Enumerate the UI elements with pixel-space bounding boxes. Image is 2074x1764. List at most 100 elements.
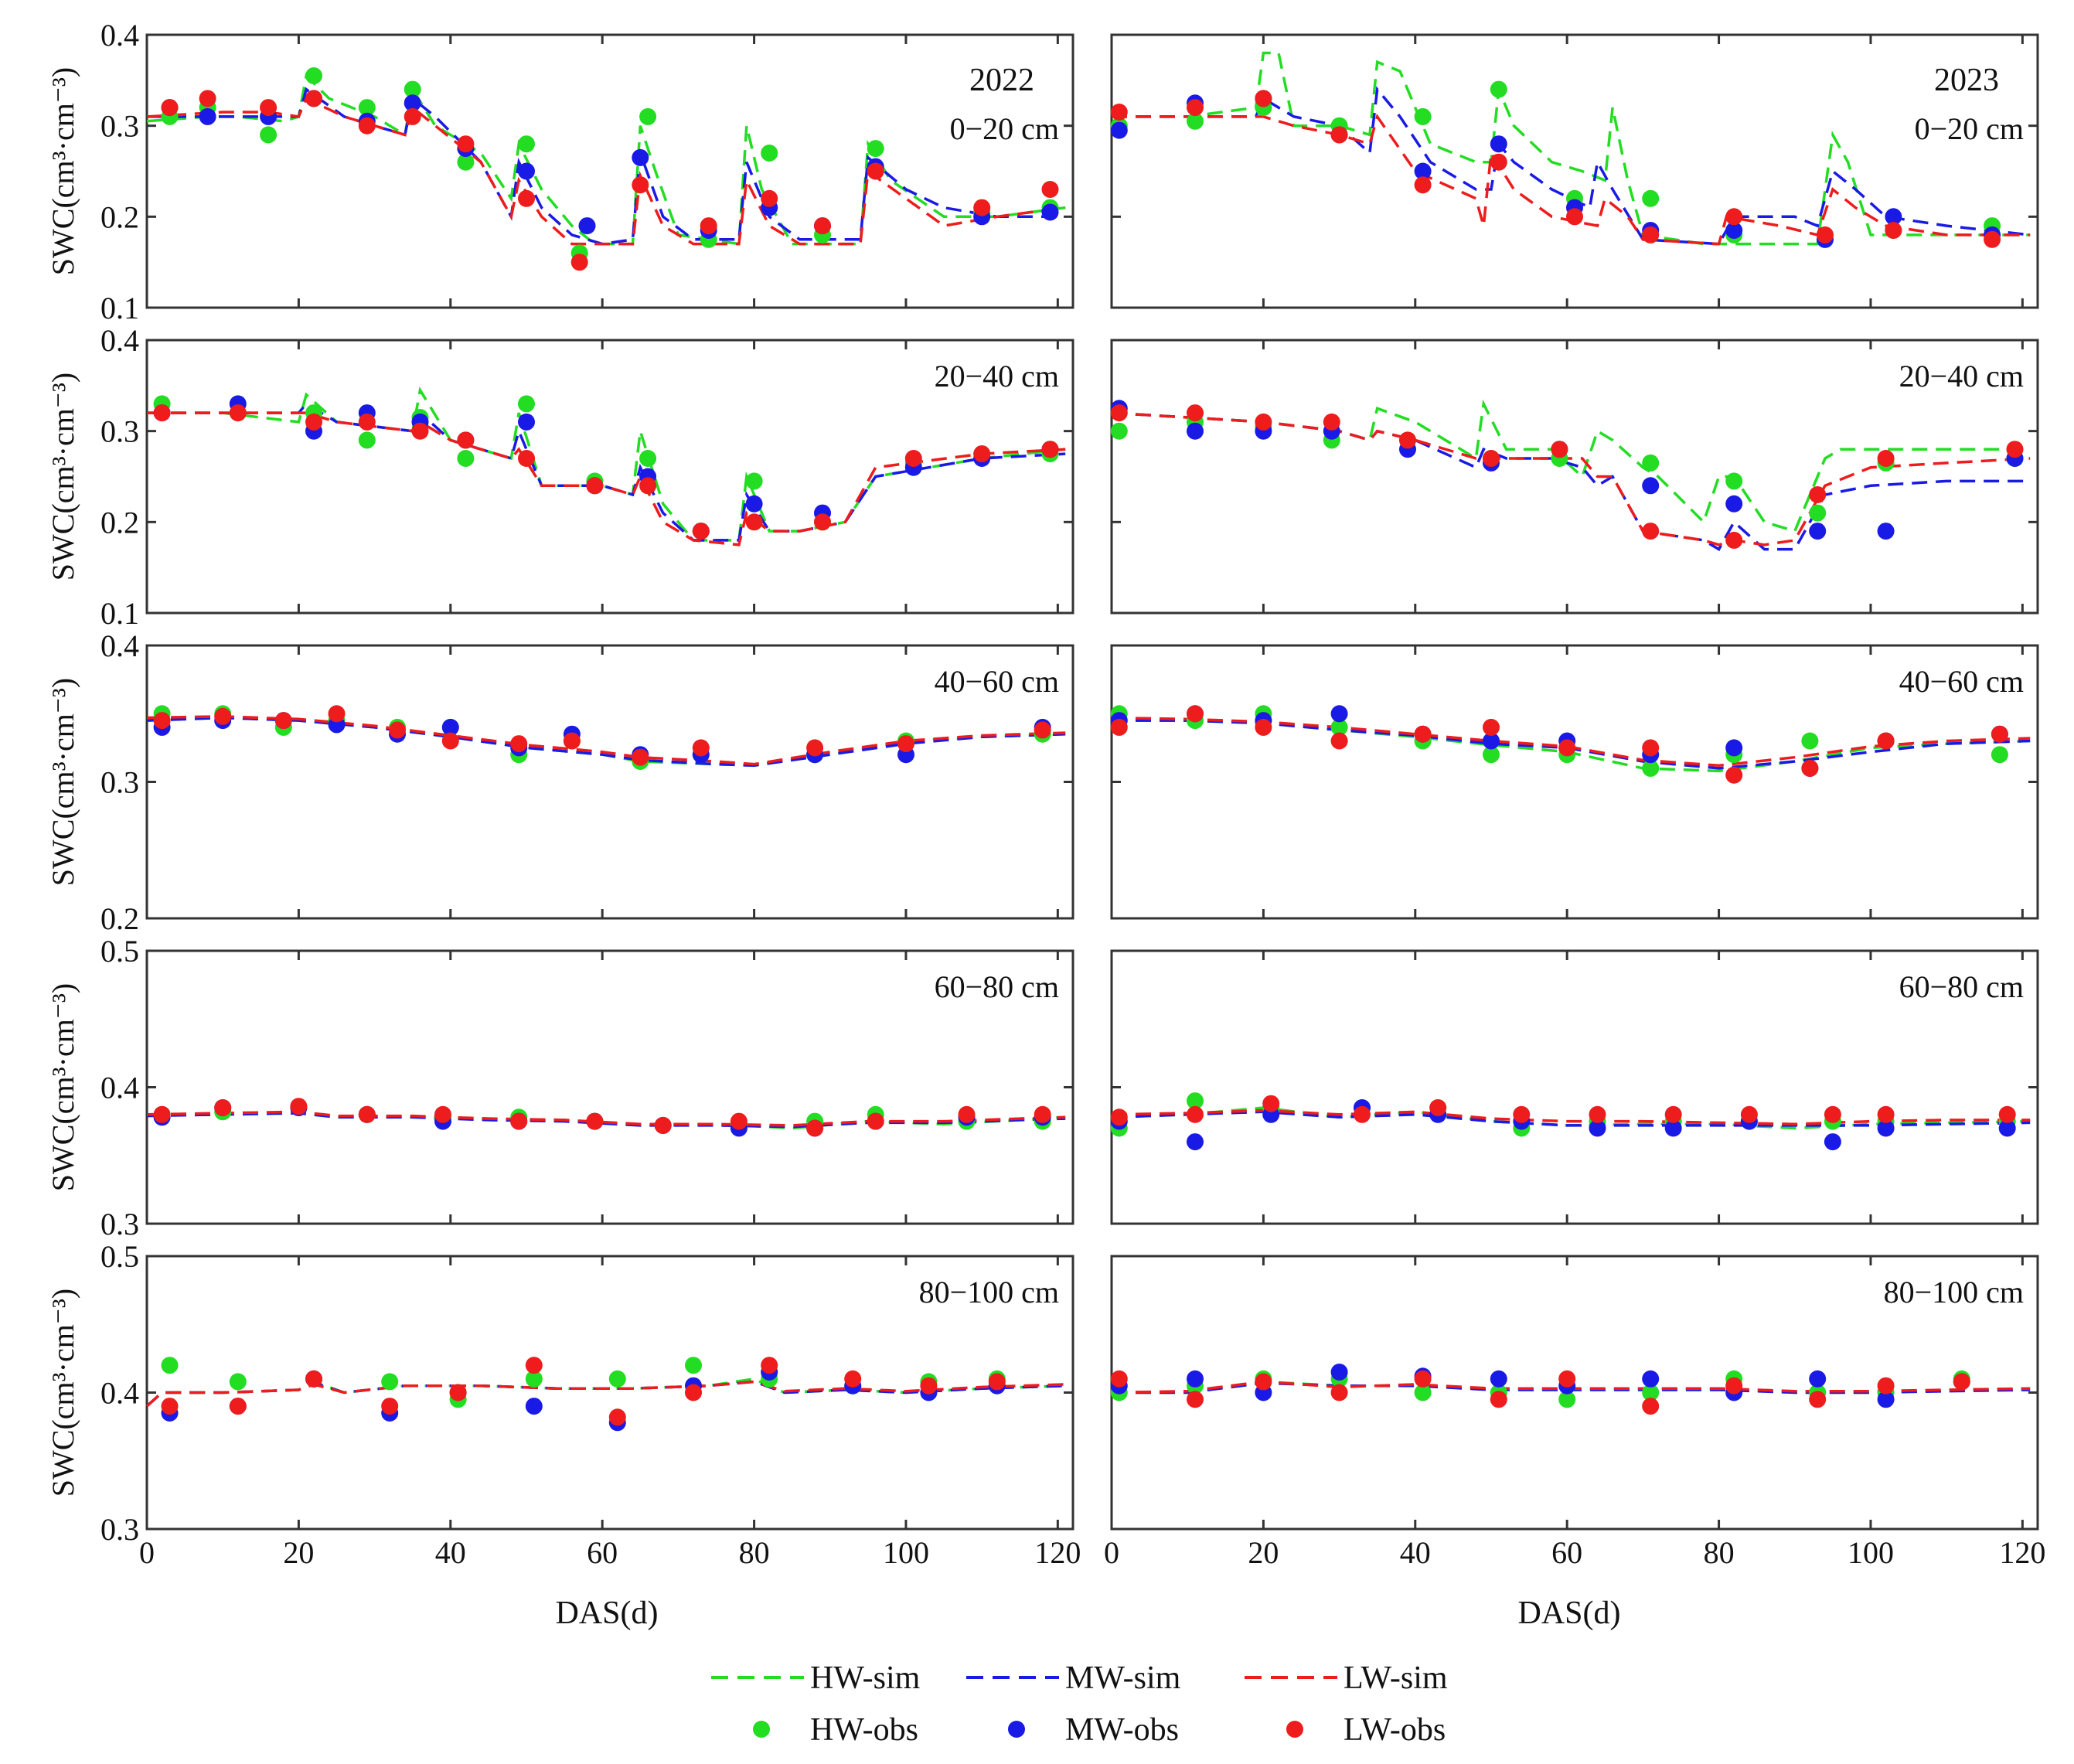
lw-obs-point xyxy=(632,748,649,766)
lw-obs-point xyxy=(358,413,376,431)
legend-mw-obs-marker xyxy=(1008,1721,1025,1738)
panel-2022-row-3: 0.2 0.3 0.4 40−60 cm SWC(cm³·cm⁻³) xyxy=(46,628,1074,936)
y-tick-label: 0.5 xyxy=(100,1239,139,1274)
hw-obs-point xyxy=(608,1370,626,1388)
lw-obs-point xyxy=(730,1112,748,1130)
hw-obs-point xyxy=(1414,107,1432,125)
mw-obs-point xyxy=(1725,222,1743,239)
hw-obs-point xyxy=(161,1357,179,1374)
mw-obs-point xyxy=(1877,1119,1895,1137)
y-axis-label: SWC(cm³·cm⁻³) xyxy=(46,67,80,275)
hw-obs-point xyxy=(518,135,535,153)
hw-obs-point xyxy=(1991,746,2008,764)
lw-obs-point xyxy=(1664,1105,1682,1123)
lw-obs-point xyxy=(973,445,991,463)
hw-obs-point xyxy=(229,1373,247,1391)
lw-obs-point xyxy=(358,117,376,135)
lw-obs-point xyxy=(434,1105,451,1123)
lw-obs-point xyxy=(305,1370,322,1388)
lw-obs-point xyxy=(1877,732,1895,750)
lw-obs-point xyxy=(867,1112,884,1130)
hw-obs-point xyxy=(457,153,475,171)
hw-obs-point xyxy=(1809,504,1827,522)
y-tick-label: 0.3 xyxy=(100,1207,139,1241)
panel-2023-row-3: 40−60 cm xyxy=(1110,644,2039,920)
x-tick-label: 100 xyxy=(883,1535,929,1570)
hw-obs-point xyxy=(745,472,763,490)
lw-obs-point xyxy=(745,513,763,531)
mw-obs-point xyxy=(1885,208,1902,226)
lw-obs-point xyxy=(305,413,322,431)
lw-obs-point xyxy=(1551,441,1568,458)
hw-obs-point xyxy=(1490,80,1507,98)
hw-obs-point xyxy=(358,99,376,117)
legend-mw-sim-label: MW-sim xyxy=(1065,1660,1181,1696)
lw-obs-point xyxy=(692,523,710,540)
hw-obs-point xyxy=(761,145,778,162)
lw-obs-point xyxy=(814,513,831,531)
mw-sim-line xyxy=(147,402,1066,542)
lw-obs-point xyxy=(449,1384,467,1401)
panel-2022-row-1: 0.1 0.2 0.3 0.4 0−20 cm 2022 SWC(cm³·cm⁻³) xyxy=(46,18,1074,325)
hw-obs-point xyxy=(457,450,475,467)
lw-obs-point xyxy=(1187,99,1204,117)
lw-obs-point xyxy=(1255,90,1272,107)
panel-frame xyxy=(145,339,1074,615)
lw-obs-point xyxy=(153,404,171,422)
hw-obs-point xyxy=(404,80,421,98)
lw-obs-point xyxy=(1725,208,1743,226)
y-tick-label: 0.2 xyxy=(100,901,139,936)
x-tick-label: 20 xyxy=(1248,1535,1279,1570)
depth-label: 80−100 cm xyxy=(919,1275,1059,1309)
lw-obs-point xyxy=(1429,1099,1447,1116)
panel-frame xyxy=(145,33,1074,309)
lw-obs-point xyxy=(328,705,346,723)
lw-obs-point xyxy=(1877,1377,1895,1395)
lw-obs-point xyxy=(260,99,278,117)
hw-obs-point xyxy=(1642,454,1660,472)
hw-obs-point xyxy=(260,126,278,144)
lw-obs-point xyxy=(1414,176,1432,194)
hw-obs-point xyxy=(358,431,376,449)
panel-2023-row-1: 0−20 cm 2023 xyxy=(1110,33,2039,309)
lw-obs-point xyxy=(1725,531,1743,549)
mw-sim-line xyxy=(147,87,1066,246)
lw-obs-point xyxy=(161,1398,179,1415)
lw-obs-point xyxy=(1740,1105,1758,1123)
hw-sim-line xyxy=(147,386,1066,542)
mw-obs-point xyxy=(1490,135,1507,153)
lw-obs-point xyxy=(639,477,657,495)
mw-obs-point xyxy=(1187,1370,1204,1388)
lw-obs-point xyxy=(441,732,459,750)
hw-obs-point xyxy=(381,1373,399,1391)
lw-obs-point xyxy=(153,1105,171,1123)
lw-obs-point xyxy=(685,1384,702,1401)
lw-obs-point xyxy=(1642,739,1660,757)
mw-obs-point xyxy=(1877,1391,1895,1408)
lw-obs-point xyxy=(692,739,710,757)
lw-obs-point xyxy=(654,1116,672,1134)
mw-obs-point xyxy=(1809,1370,1827,1388)
lw-obs-point xyxy=(214,1099,232,1116)
mw-obs-point xyxy=(1187,422,1204,440)
lw-obs-point xyxy=(1255,718,1272,736)
lw-obs-point xyxy=(381,1398,399,1415)
lw-obs-point xyxy=(700,217,717,235)
lw-obs-point xyxy=(761,1357,778,1374)
lw-obs-point xyxy=(1809,1391,1827,1408)
hw-obs-point xyxy=(1110,422,1128,440)
lw-obs-point xyxy=(1558,1370,1576,1388)
mw-obs-point xyxy=(199,107,216,125)
x-axis-label-2022: DAS(d) xyxy=(556,1595,659,1631)
lw-obs-point xyxy=(525,1357,543,1374)
lw-obs-point xyxy=(1513,1105,1531,1123)
depth-label: 60−80 cm xyxy=(935,969,1059,1004)
x-tick-label: 20 xyxy=(283,1535,314,1570)
lw-obs-point xyxy=(1187,1391,1204,1408)
lw-obs-point xyxy=(1991,725,2008,743)
y-tick-label: 0.4 xyxy=(100,18,139,53)
mw-obs-point xyxy=(1725,739,1743,757)
lw-obs-point xyxy=(1642,226,1660,243)
depth-label: 20−40 cm xyxy=(935,359,1059,393)
